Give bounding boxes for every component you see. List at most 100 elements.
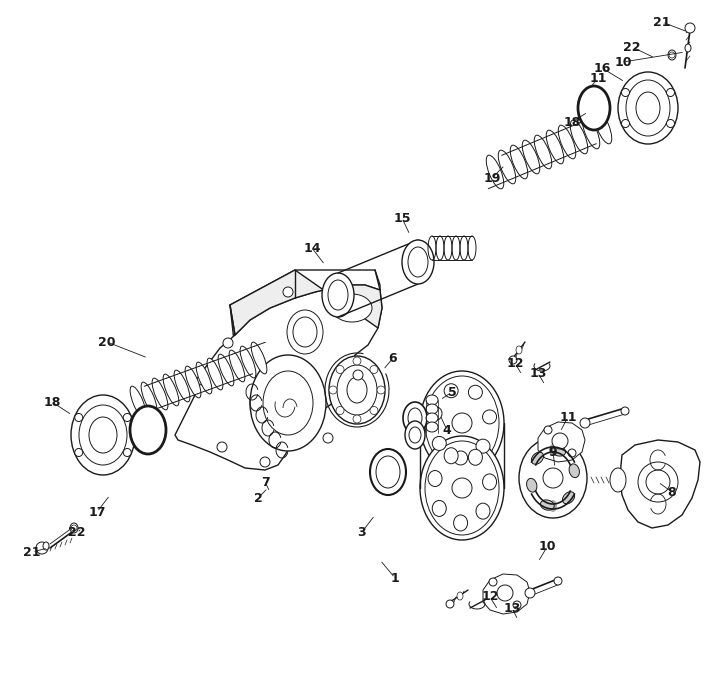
- Text: 3: 3: [357, 525, 366, 538]
- Ellipse shape: [347, 377, 367, 403]
- Ellipse shape: [332, 294, 372, 322]
- Circle shape: [432, 437, 446, 451]
- Text: 8: 8: [668, 486, 676, 498]
- Circle shape: [580, 418, 590, 428]
- Circle shape: [667, 120, 675, 128]
- Circle shape: [452, 413, 472, 433]
- Circle shape: [223, 338, 233, 348]
- Circle shape: [468, 386, 483, 399]
- Text: 6: 6: [389, 352, 397, 364]
- Circle shape: [377, 386, 385, 394]
- Ellipse shape: [428, 471, 442, 486]
- Text: 7: 7: [261, 475, 269, 489]
- Text: 13: 13: [529, 366, 547, 379]
- Ellipse shape: [370, 449, 406, 495]
- Ellipse shape: [408, 247, 428, 277]
- Ellipse shape: [552, 446, 566, 456]
- Ellipse shape: [420, 436, 504, 540]
- Ellipse shape: [498, 150, 515, 184]
- Circle shape: [323, 433, 333, 443]
- Ellipse shape: [510, 145, 528, 179]
- Circle shape: [353, 370, 363, 380]
- Polygon shape: [620, 440, 700, 528]
- Text: 21: 21: [23, 545, 41, 558]
- Circle shape: [260, 457, 270, 467]
- Ellipse shape: [409, 427, 421, 443]
- Text: 21: 21: [653, 15, 670, 28]
- Text: 1: 1: [391, 571, 400, 585]
- Circle shape: [329, 386, 337, 394]
- Circle shape: [621, 407, 629, 415]
- Circle shape: [217, 442, 227, 452]
- Circle shape: [75, 413, 83, 422]
- Ellipse shape: [376, 456, 400, 488]
- Ellipse shape: [43, 542, 49, 550]
- Ellipse shape: [328, 280, 348, 310]
- Ellipse shape: [468, 449, 483, 465]
- Text: 12: 12: [506, 357, 523, 370]
- Polygon shape: [483, 574, 530, 614]
- Text: 9: 9: [549, 446, 558, 459]
- Ellipse shape: [668, 50, 676, 60]
- Ellipse shape: [79, 405, 127, 465]
- Circle shape: [489, 578, 497, 586]
- Ellipse shape: [546, 130, 563, 164]
- Ellipse shape: [526, 478, 537, 492]
- Polygon shape: [230, 270, 382, 335]
- Ellipse shape: [476, 503, 490, 519]
- Circle shape: [513, 601, 521, 609]
- Circle shape: [622, 88, 630, 97]
- Ellipse shape: [71, 395, 135, 475]
- Ellipse shape: [558, 125, 576, 159]
- Circle shape: [75, 448, 83, 457]
- Ellipse shape: [425, 376, 499, 470]
- Ellipse shape: [163, 374, 179, 406]
- Ellipse shape: [405, 421, 425, 449]
- Circle shape: [353, 415, 361, 423]
- Ellipse shape: [483, 474, 496, 490]
- Text: 17: 17: [88, 506, 106, 518]
- Text: 5: 5: [448, 386, 456, 399]
- Circle shape: [483, 410, 496, 424]
- Ellipse shape: [540, 500, 554, 510]
- Ellipse shape: [610, 468, 626, 492]
- Ellipse shape: [152, 378, 168, 410]
- Circle shape: [685, 23, 695, 33]
- Circle shape: [36, 542, 48, 554]
- Circle shape: [283, 287, 293, 297]
- Text: 4: 4: [443, 424, 451, 437]
- Ellipse shape: [534, 135, 552, 169]
- Ellipse shape: [263, 371, 313, 435]
- Ellipse shape: [426, 413, 438, 423]
- Circle shape: [476, 439, 490, 453]
- Ellipse shape: [570, 120, 587, 154]
- Circle shape: [123, 413, 131, 422]
- Ellipse shape: [549, 500, 557, 512]
- Ellipse shape: [408, 408, 422, 428]
- Ellipse shape: [250, 355, 326, 451]
- Circle shape: [568, 449, 576, 457]
- Ellipse shape: [240, 346, 256, 378]
- Circle shape: [123, 448, 131, 457]
- Polygon shape: [538, 422, 585, 462]
- Ellipse shape: [229, 350, 245, 382]
- Ellipse shape: [444, 448, 458, 464]
- Ellipse shape: [251, 342, 267, 374]
- Ellipse shape: [618, 72, 678, 144]
- Circle shape: [444, 384, 458, 398]
- Circle shape: [669, 52, 675, 58]
- Text: 10: 10: [614, 55, 632, 68]
- Ellipse shape: [486, 155, 504, 189]
- Ellipse shape: [626, 80, 670, 136]
- Circle shape: [497, 585, 513, 601]
- Circle shape: [370, 366, 378, 374]
- Ellipse shape: [174, 370, 190, 402]
- Ellipse shape: [287, 310, 323, 354]
- Circle shape: [197, 375, 207, 385]
- Circle shape: [646, 470, 670, 494]
- Circle shape: [452, 478, 472, 498]
- Ellipse shape: [519, 438, 587, 518]
- Circle shape: [525, 588, 535, 598]
- Ellipse shape: [582, 115, 600, 149]
- Text: 16: 16: [593, 61, 611, 75]
